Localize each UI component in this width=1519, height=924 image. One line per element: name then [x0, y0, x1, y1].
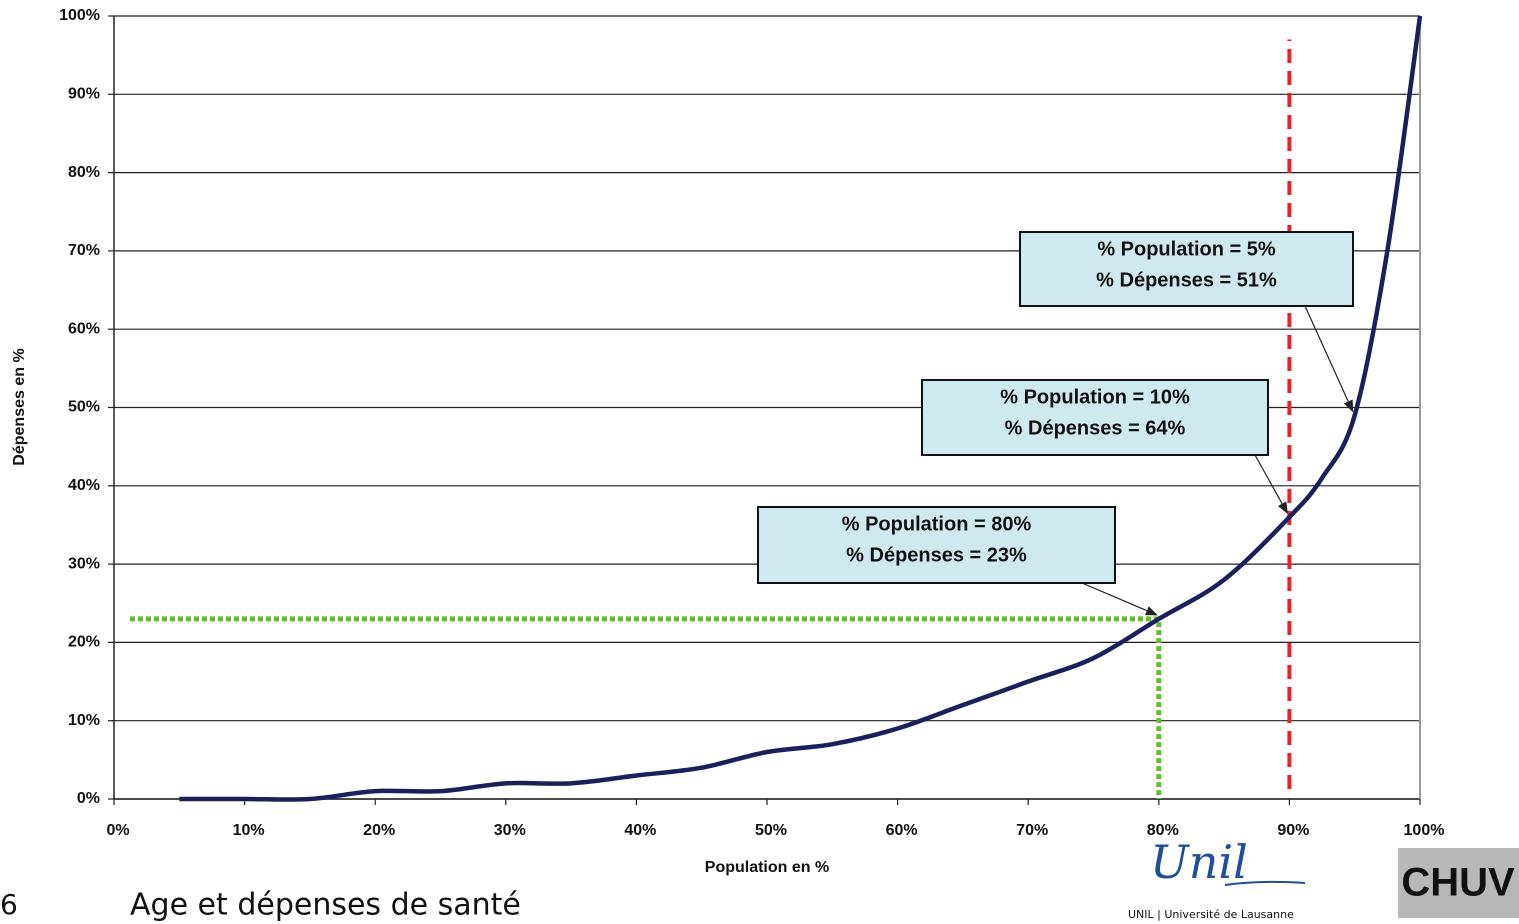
y-tick-label: 50% [68, 399, 100, 416]
x-tick-label: 100% [1404, 822, 1445, 839]
annotation-text: % Dépenses = 23% [846, 544, 1027, 566]
y-tick-label: 100% [59, 7, 100, 24]
x-tick-label: 20% [363, 822, 395, 839]
x-tick-label: 70% [1016, 822, 1048, 839]
y-tick-label: 60% [68, 320, 100, 337]
unil-caption: UNIL | Université de Lausanne [1128, 908, 1294, 921]
x-tick-label: 60% [886, 822, 918, 839]
x-tick-label: 80% [1147, 822, 1179, 839]
y-tick-label: 10% [68, 712, 100, 729]
annotation-arrow [1081, 582, 1158, 616]
unil-logo: Unil [1150, 835, 1248, 889]
guide-lines [130, 616, 1162, 799]
y-tick-label: 80% [68, 164, 100, 181]
y-tick-label: 70% [68, 242, 100, 259]
chuv-logo: CHUV [1401, 861, 1515, 905]
annotation-text: % Population = 10% [1000, 386, 1190, 408]
x-tick-label: 50% [755, 822, 787, 839]
annotation-arrow [1254, 454, 1288, 515]
footer-title: Age et dépenses de santé [130, 888, 521, 923]
y-axis-label: Dépenses en % [11, 348, 28, 465]
page-number: 6 [0, 888, 18, 921]
y-tick-label: 30% [68, 555, 100, 572]
y-tick-label: 90% [68, 86, 100, 103]
y-tick-label: 0% [77, 790, 100, 807]
annotation-box [757, 506, 1116, 584]
annotation: % Population = 5% % Dépenses = 51% [1019, 231, 1354, 413]
x-tick-label: 40% [624, 822, 656, 839]
annotation-text: % Population = 80% [842, 513, 1032, 535]
curve [179, 15, 1423, 802]
y-tick-label: 40% [68, 477, 100, 494]
annotation-box [1019, 231, 1354, 307]
chuv-logo-bg [1398, 848, 1519, 918]
x-tick-label: 30% [494, 822, 526, 839]
x-tick-label: 10% [233, 822, 265, 839]
y-tick-label: 20% [68, 634, 100, 651]
annotation-arrow [1304, 305, 1354, 413]
logo-swoosh [1224, 880, 1306, 886]
x-tick-label: 0% [106, 822, 129, 839]
annotation-text: % Population = 5% [1097, 238, 1276, 260]
annotation-text: % Dépenses = 51% [1096, 269, 1277, 291]
annotation-text: % Dépenses = 64% [1005, 417, 1186, 439]
annotation: % Population = 10% % Dépenses = 64% [921, 379, 1288, 515]
x-axis-label: Population en % [705, 859, 829, 876]
annotation: % Population = 80% % Dépenses = 23% [757, 506, 1158, 616]
annotation-box [921, 379, 1269, 456]
x-tick-label: 90% [1277, 822, 1309, 839]
